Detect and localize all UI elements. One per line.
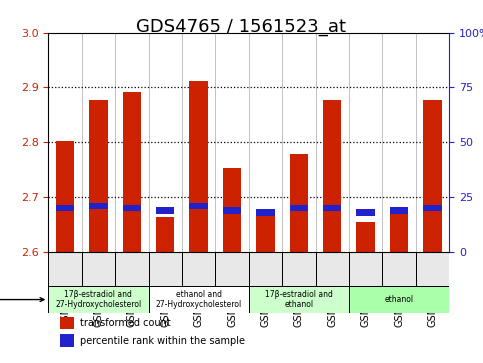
Bar [356, 222, 375, 252]
FancyBboxPatch shape [416, 252, 449, 286]
Text: 17β-estradiol and
ethanol: 17β-estradiol and ethanol [265, 290, 333, 309]
Bar [256, 216, 275, 252]
FancyBboxPatch shape [149, 286, 249, 313]
Bar [390, 207, 408, 213]
FancyBboxPatch shape [149, 252, 182, 286]
Bar [60, 334, 74, 347]
Bar [56, 141, 74, 252]
Bar [256, 209, 275, 216]
Bar [223, 168, 241, 252]
Bar [423, 99, 441, 252]
Bar [123, 92, 141, 252]
Bar [223, 207, 241, 213]
FancyBboxPatch shape [115, 252, 149, 286]
Bar [156, 207, 174, 213]
Bar [56, 205, 74, 211]
FancyBboxPatch shape [215, 252, 249, 286]
Text: percentile rank within the sample: percentile rank within the sample [80, 336, 245, 346]
Text: ethanol: ethanol [384, 295, 413, 304]
FancyBboxPatch shape [282, 252, 315, 286]
Bar [89, 203, 108, 209]
Bar [189, 81, 208, 252]
Bar [89, 100, 108, 252]
Bar [60, 317, 74, 329]
Text: GDS4765 / 1561523_at: GDS4765 / 1561523_at [137, 18, 346, 36]
Text: transformed count: transformed count [80, 318, 171, 328]
FancyBboxPatch shape [383, 252, 416, 286]
FancyBboxPatch shape [182, 252, 215, 286]
FancyBboxPatch shape [249, 252, 282, 286]
Bar [323, 205, 341, 211]
Bar [156, 217, 174, 252]
FancyBboxPatch shape [82, 252, 115, 286]
FancyBboxPatch shape [349, 252, 383, 286]
Bar [390, 213, 408, 252]
Bar [323, 100, 341, 252]
Bar [189, 203, 208, 209]
Bar [290, 205, 308, 211]
Bar [423, 205, 441, 211]
Text: ethanol and
27-Hydroxycholesterol: ethanol and 27-Hydroxycholesterol [156, 290, 242, 309]
Bar [290, 154, 308, 252]
Bar [123, 205, 141, 211]
Text: agent: agent [0, 294, 44, 305]
FancyBboxPatch shape [349, 286, 449, 313]
Bar [356, 209, 375, 216]
FancyBboxPatch shape [48, 286, 149, 313]
Text: 17β-estradiol and
27-Hydroxycholesterol: 17β-estradiol and 27-Hydroxycholesterol [55, 290, 142, 309]
FancyBboxPatch shape [48, 252, 82, 286]
FancyBboxPatch shape [315, 252, 349, 286]
FancyBboxPatch shape [249, 286, 349, 313]
